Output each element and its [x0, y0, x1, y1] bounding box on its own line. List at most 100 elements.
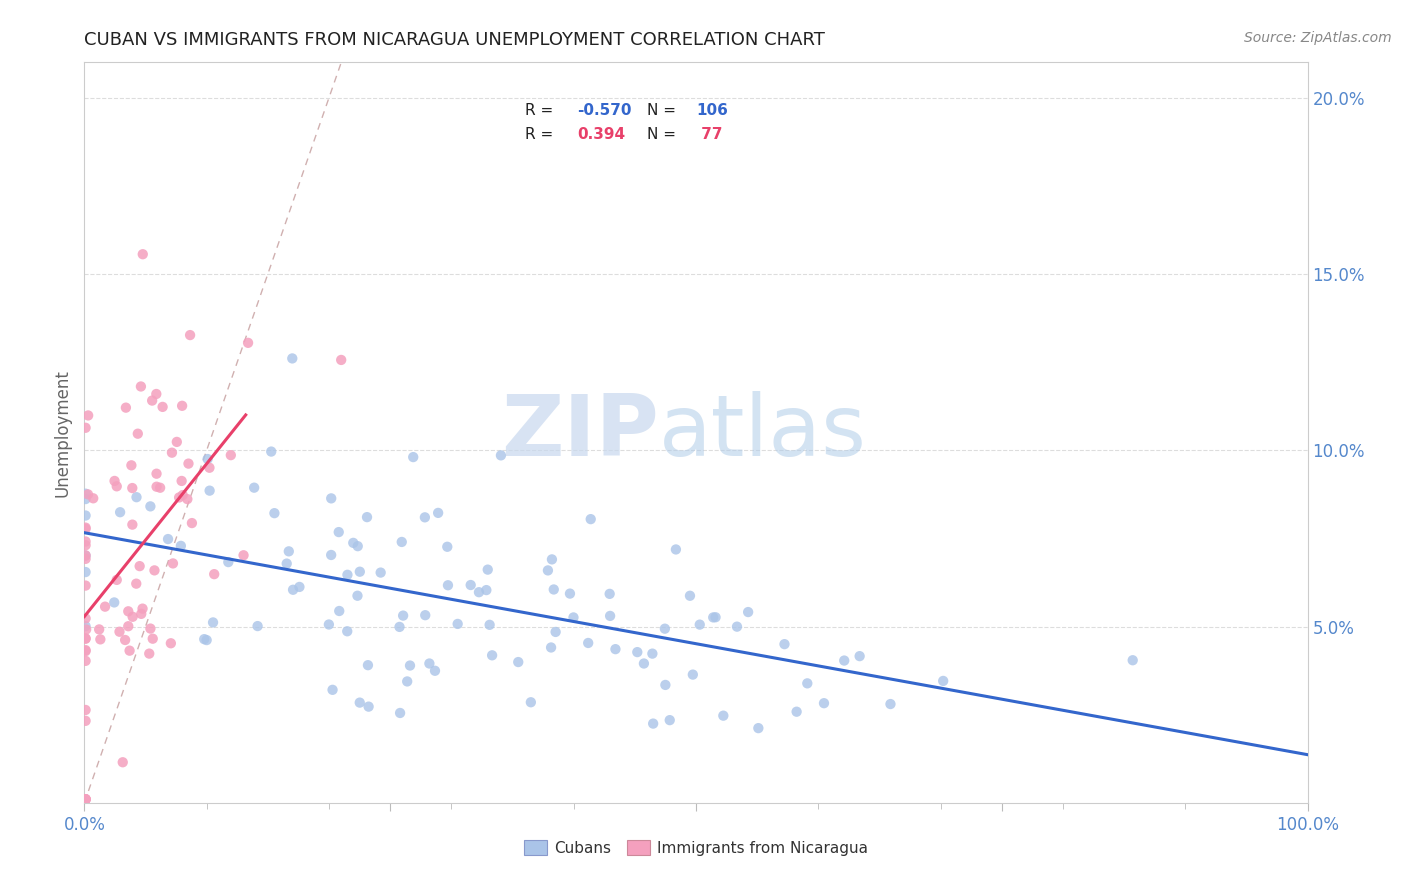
Point: [170, 539, 193, 553]
Point: [219, 448, 242, 462]
Point: [402, 450, 425, 464]
Point: [711, 708, 734, 723]
Point: [142, 632, 165, 646]
Point: [370, 566, 392, 580]
Point: [75, 643, 97, 657]
Point: [243, 481, 266, 495]
Point: [633, 657, 655, 671]
Point: [349, 696, 371, 710]
Point: [599, 608, 621, 623]
Point: [232, 548, 254, 562]
Point: [128, 559, 150, 574]
Point: [75, 792, 97, 806]
Point: [641, 647, 664, 661]
Point: [115, 401, 138, 415]
Point: [166, 434, 188, 449]
Point: [77, 487, 100, 501]
Point: [389, 706, 412, 720]
Point: [149, 481, 172, 495]
Point: [558, 586, 581, 600]
Point: [263, 506, 285, 520]
Point: [437, 578, 460, 592]
Point: [138, 647, 160, 661]
Point: [75, 421, 97, 435]
Point: [132, 247, 155, 261]
Point: [357, 699, 380, 714]
Point: [202, 615, 225, 630]
Text: ZIP: ZIP: [502, 391, 659, 475]
Point: [322, 682, 344, 697]
Point: [139, 622, 162, 636]
Point: [125, 576, 148, 591]
Point: [160, 636, 183, 650]
Point: [129, 379, 152, 393]
Point: [75, 565, 97, 579]
Point: [356, 510, 378, 524]
Point: [346, 589, 368, 603]
Point: [725, 620, 748, 634]
Point: [129, 607, 152, 621]
Point: [117, 619, 139, 633]
Legend: Cubans, Immigrants from Nicaragua: Cubans, Immigrants from Nicaragua: [517, 834, 875, 862]
Point: [260, 444, 283, 458]
Point: [157, 532, 180, 546]
Point: [832, 654, 855, 668]
Point: [281, 351, 304, 366]
Point: [682, 667, 704, 681]
Point: [537, 563, 560, 577]
Point: [89, 632, 111, 647]
Point: [276, 557, 298, 571]
Point: [141, 393, 163, 408]
Point: [747, 721, 769, 735]
Point: [328, 525, 350, 540]
Point: [75, 538, 97, 552]
Point: [139, 500, 162, 514]
Point: [346, 539, 368, 553]
Point: [77, 409, 100, 423]
Point: [198, 483, 221, 498]
Point: [481, 648, 503, 663]
Point: [127, 426, 149, 441]
Point: [172, 488, 194, 502]
Point: [103, 474, 125, 488]
Text: R =: R =: [524, 127, 562, 142]
Point: [170, 474, 193, 488]
Point: [246, 619, 269, 633]
Point: [105, 479, 128, 493]
Point: [1122, 653, 1144, 667]
Point: [180, 516, 202, 530]
Point: [114, 632, 136, 647]
Point: [75, 632, 97, 646]
Point: [543, 582, 565, 597]
Point: [121, 609, 143, 624]
Point: [277, 544, 299, 558]
Point: [413, 510, 436, 524]
Point: [94, 599, 117, 614]
Point: [75, 703, 97, 717]
Point: [796, 676, 818, 690]
Point: [75, 644, 97, 658]
Point: [654, 622, 676, 636]
Point: [576, 636, 599, 650]
Point: [689, 617, 711, 632]
Point: [460, 578, 482, 592]
Point: [605, 642, 627, 657]
Text: Source: ZipAtlas.com: Source: ZipAtlas.com: [1244, 31, 1392, 45]
Point: [540, 640, 562, 655]
Point: [145, 480, 167, 494]
Point: [579, 512, 602, 526]
Point: [111, 756, 134, 770]
Point: [392, 608, 415, 623]
Point: [75, 549, 97, 563]
Point: [848, 649, 870, 664]
Point: [427, 506, 450, 520]
Point: [75, 623, 97, 637]
Point: [89, 623, 111, 637]
Point: [336, 624, 359, 639]
Point: [321, 491, 343, 506]
Point: [75, 534, 97, 549]
Point: [349, 565, 371, 579]
Point: [75, 632, 97, 646]
Point: [75, 792, 97, 806]
Point: [160, 445, 183, 459]
